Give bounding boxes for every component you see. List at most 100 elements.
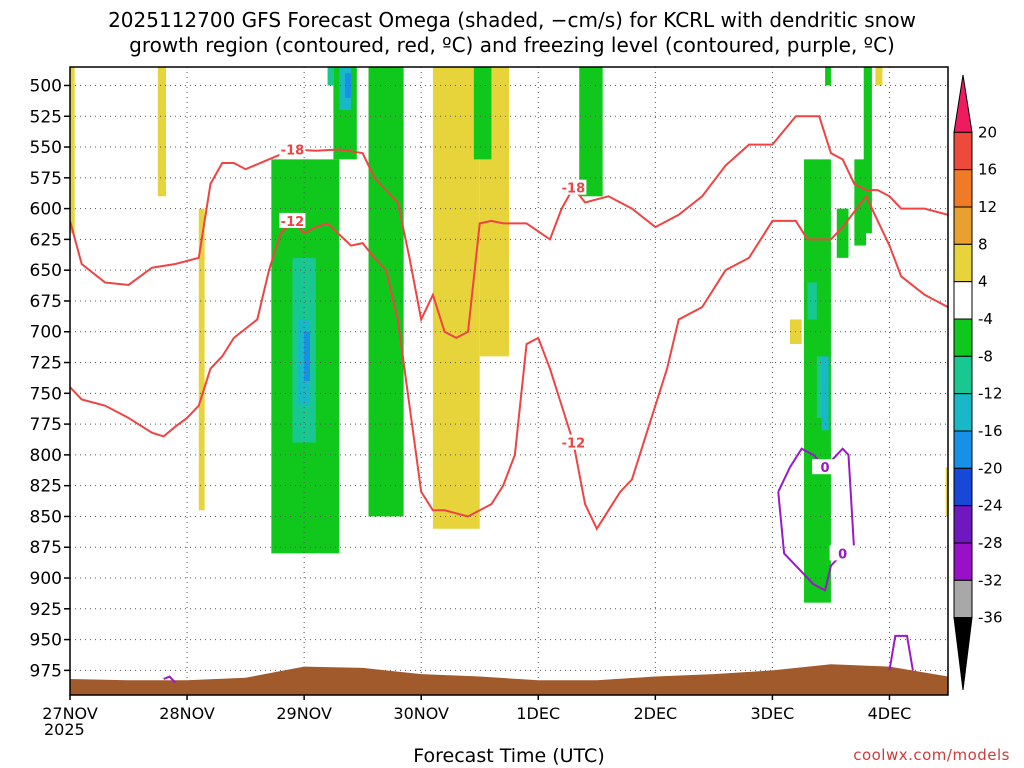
y-tick-label: 650 [30, 261, 62, 281]
colorbar-top-triangle [953, 74, 973, 133]
omega-shade-cell [816, 356, 826, 418]
freezing-contour-label-bg [829, 545, 856, 561]
freezing-level-contour [888, 634, 914, 671]
y-tick-label: 900 [30, 569, 62, 589]
freezing-level-contour [163, 675, 177, 684]
omega-shade-cell [70, 67, 75, 234]
omega-shade-cell [807, 282, 817, 320]
colorbar-segment [953, 355, 973, 395]
y-tick-label: 625 [30, 230, 62, 250]
colorbar-label: -16 [978, 422, 1003, 440]
freezing-contour-label: 0 [821, 461, 830, 476]
dgz-contour-label: -18 [562, 182, 586, 197]
colorbar-label: -28 [978, 534, 1003, 552]
colorbar-segment [953, 281, 973, 320]
colorbar-bottom-triangle [953, 617, 973, 691]
y-tick-label: 675 [30, 292, 62, 312]
colorbar-segment [953, 243, 973, 283]
omega-shade-cell [945, 467, 948, 517]
dgz-contour-label-bg [560, 434, 587, 450]
dgz-contour-line [70, 194, 948, 531]
omega-shade-cell [825, 67, 831, 86]
colorbar-label: 16 [978, 161, 997, 179]
omega-shade-cell [579, 67, 603, 197]
omega-shade-cell [345, 73, 351, 98]
omega-shade-cell [327, 67, 334, 86]
dgz-contour-label-bg [279, 212, 306, 228]
dgz-contour-line [70, 115, 948, 340]
colorbar-label: 12 [978, 198, 997, 216]
y-tick-label: 550 [30, 138, 62, 158]
y-tick-label: 950 [30, 631, 62, 651]
colorbar-segment [953, 131, 973, 171]
omega-shade-cell [368, 67, 404, 517]
dgz-contour-label-bg [279, 141, 306, 157]
colorbar-segment [953, 318, 973, 357]
x-tick-label: 2DEC [633, 704, 677, 723]
freezing-contour-label-bg [812, 459, 839, 475]
colorbar-label: -20 [978, 459, 1003, 477]
x-tick-label: 30NOV [393, 704, 449, 723]
omega-shade-cell [304, 331, 310, 381]
x-axis-title: Forecast Time (UTC) [413, 745, 605, 767]
colorbar-label: -4 [978, 310, 993, 328]
y-tick-label: 700 [30, 323, 62, 343]
y-tick-label: 925 [30, 600, 62, 620]
y-tick-label: 600 [30, 200, 62, 220]
plot-border [69, 66, 949, 696]
colorbar-label: 4 [978, 273, 988, 291]
y-tick-label: 525 [30, 107, 62, 127]
x-tick-year-label: 2025 [44, 720, 85, 739]
colorbar-segment [953, 579, 973, 619]
y-tick-label: 775 [30, 415, 62, 435]
omega-shade-cell [198, 208, 205, 511]
colorbar-label: 8 [978, 235, 988, 253]
credit-link[interactable]: coolwx.com/models [853, 746, 1010, 764]
terrain-fill [70, 664, 948, 695]
omega-shade-cell [863, 67, 872, 234]
dgz-contour-label: -18 [281, 144, 305, 159]
omega-shade-cell [836, 208, 849, 258]
colorbar-segment [953, 467, 973, 507]
colorbar-label: -36 [978, 609, 1003, 627]
colorbar-segment [953, 393, 973, 432]
colorbar-segment [953, 169, 973, 208]
omega-shade-cell [432, 67, 480, 529]
y-tick-label: 825 [30, 477, 62, 497]
colorbar-segment [953, 430, 973, 469]
x-tick-label: 27NOV [42, 704, 98, 723]
chart-title-line1: 2025112700 GFS Forecast Omega (shaded, −… [108, 8, 916, 32]
dgz-contour-label-bg [560, 179, 587, 195]
x-tick-label: 3DEC [751, 704, 795, 723]
y-tick-label: 875 [30, 538, 62, 558]
colorbar-segment [953, 542, 973, 581]
x-tick-label: 4DEC [868, 704, 912, 723]
colorbar-label: -12 [978, 385, 1003, 403]
dgz-contour-label: -12 [281, 215, 305, 230]
x-tick-label: 29NOV [276, 704, 332, 723]
omega-shade-cell [157, 67, 166, 197]
y-tick-label: 500 [30, 76, 62, 96]
y-tick-label: 850 [30, 507, 62, 527]
chart-title-line2: growth region (contoured, red, ºC) and f… [129, 33, 895, 57]
freezing-level-contour [777, 447, 856, 592]
omega-shade-cell [948, 67, 954, 98]
omega-shade-cell [875, 67, 883, 86]
colorbar-label: 20 [978, 123, 997, 141]
omega-shade-cell [473, 67, 492, 160]
dgz-contour-label: -12 [562, 437, 586, 452]
plot-layer: -18 -18 -12 -12 0 0 [70, 67, 954, 695]
y-tick-label: 725 [30, 354, 62, 374]
freezing-contour-label: 0 [838, 547, 847, 562]
x-tick-label: 28NOV [159, 704, 215, 723]
y-tick-label: 975 [30, 661, 62, 681]
colorbar-label: -32 [978, 571, 1003, 589]
colorbar-label: -8 [978, 347, 993, 365]
colorbar-segment [953, 206, 973, 245]
colorbar-label: -24 [978, 497, 1003, 515]
y-tick-label: 750 [30, 384, 62, 404]
y-tick-label: 575 [30, 169, 62, 189]
y-tick-label: 800 [30, 446, 62, 466]
colorbar-segment [953, 505, 973, 544]
